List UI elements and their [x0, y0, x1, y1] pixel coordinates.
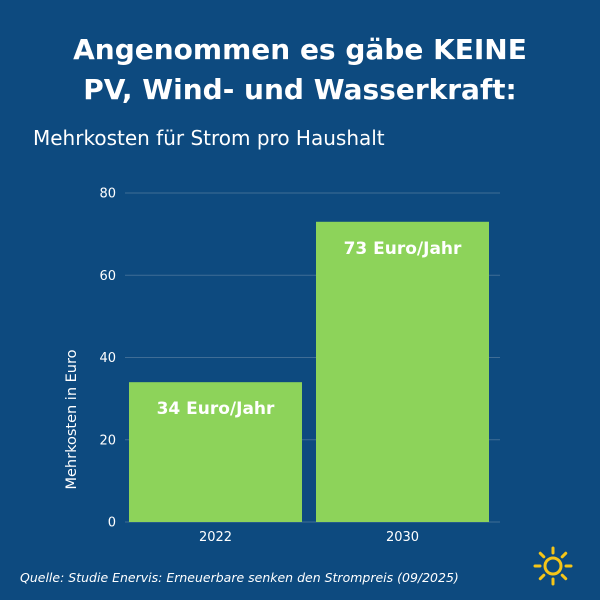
sun-ray	[538, 573, 546, 581]
sun-ray	[560, 551, 568, 559]
y-tick-label: 0	[108, 516, 116, 531]
bar	[129, 382, 302, 522]
y-tick-label: 40	[99, 351, 116, 366]
x-tick-label: 2030	[386, 530, 419, 545]
chart-title-line-2: PV, Wind- und Wasserkraft:	[83, 73, 517, 106]
chart-subtitle: Mehrkosten für Strom pro Haushalt	[33, 126, 385, 150]
sun-ray	[560, 573, 568, 581]
y-axis-label: Mehrkosten in Euro	[64, 349, 80, 489]
bar-data-label: 73 Euro/Jahr	[344, 239, 462, 259]
y-tick-label: 20	[99, 433, 116, 448]
y-tick-label: 60	[99, 269, 116, 284]
x-tick-label: 2022	[199, 530, 232, 545]
bar	[316, 221, 489, 522]
y-tick-label: 80	[99, 187, 116, 202]
sun-ray	[538, 551, 546, 559]
bar-data-label: 34 Euro/Jahr	[157, 399, 275, 419]
chart-title-line-1: Angenommen es gäbe KEINE	[73, 33, 527, 66]
chart-title: Angenommen es gäbe KEINE PV, Wind- und W…	[0, 30, 600, 110]
sun-icon	[533, 546, 573, 586]
source-note: Quelle: Studie Enervis: Erneuerbare senk…	[20, 570, 459, 585]
